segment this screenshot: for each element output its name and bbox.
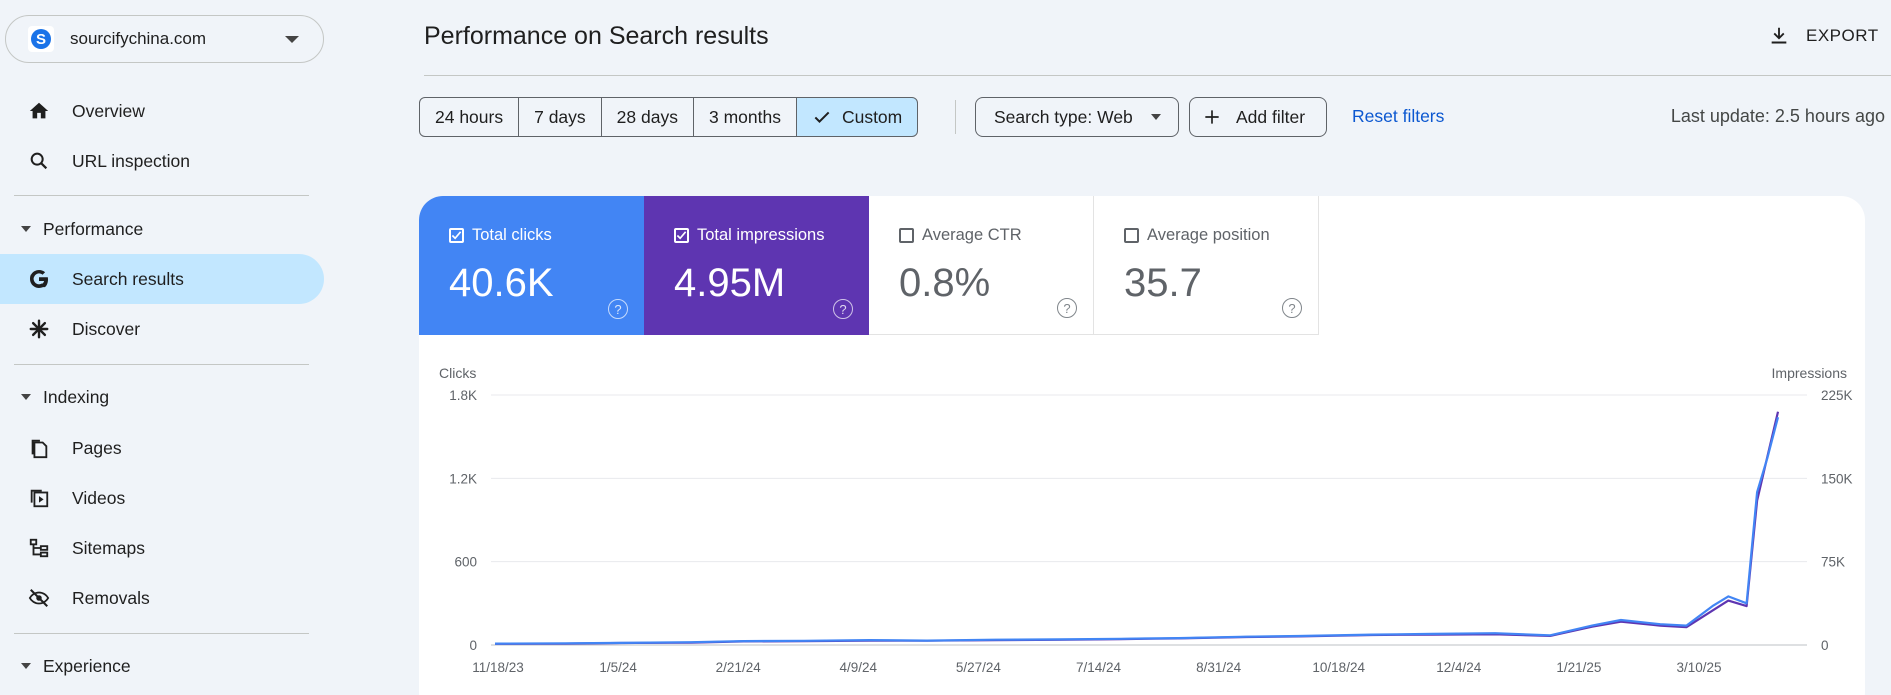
sidebar-section-experience[interactable]: Experience (0, 644, 324, 688)
x-tick-label: 10/18/24 (1312, 660, 1365, 675)
checkbox-checked-icon[interactable] (449, 228, 464, 243)
property-selector[interactable]: S sourcifychina.com (5, 15, 324, 63)
filter-separator (955, 100, 956, 134)
sidebar-divider (14, 364, 309, 365)
metric-value: 4.95M (674, 261, 786, 305)
asterisk-icon (27, 317, 51, 341)
sidebar-item-url-inspection[interactable]: URL inspection (0, 136, 324, 186)
date-range-3-months[interactable]: 3 months (692, 97, 797, 137)
download-icon (1771, 27, 1787, 44)
metric-value: 35.7 (1124, 261, 1202, 305)
last-update-text: Last update: 2.5 hours ago (1670, 106, 1885, 126)
plus-icon (1205, 110, 1219, 124)
date-range-selector: 24 hours 7 days 28 days 3 months Custom (419, 97, 919, 137)
metric-value: 40.6K (449, 261, 554, 305)
dropdown-arrow-icon (1150, 114, 1161, 120)
add-filter-button[interactable]: Add filter (1189, 97, 1327, 137)
date-range-24-hours[interactable]: 24 hours (419, 97, 520, 137)
x-tick-label: 8/31/24 (1196, 660, 1242, 675)
export-label: EXPORT (1806, 26, 1879, 45)
page-title: Performance on Search results (424, 22, 769, 50)
left-axis-ticks: 0 600 1.2K 1.8K (449, 388, 477, 653)
header-divider (424, 75, 1891, 76)
checkmark-icon (814, 111, 830, 123)
x-axis-ticks: 11/18/23 1/5/24 2/21/24 4/9/24 5/27/24 7/14/2… (472, 660, 1721, 675)
left-tick-label: 1.2K (449, 471, 477, 486)
reset-filters-link[interactable]: Reset filters (1352, 106, 1445, 126)
x-tick-label: 12/4/24 (1436, 660, 1482, 675)
collapse-arrow-icon (21, 226, 31, 232)
chart-lines (494, 411, 1780, 645)
performance-chart: Clicks Impressions 0 600 1.2K 1.8K 0 75K 150K… (439, 365, 1853, 675)
property-name: sourcifychina.com (70, 29, 207, 48)
sidebar-item-removals[interactable]: Removals (0, 573, 324, 623)
collapse-arrow-icon (21, 663, 31, 669)
x-tick-label: 2/21/24 (716, 660, 762, 675)
help-icon[interactable]: ? (833, 299, 853, 319)
sidebar-item-sitemaps[interactable]: Sitemaps (0, 523, 324, 573)
sidebar-item-search-results[interactable]: Search results (0, 254, 324, 304)
date-range-28-days[interactable]: 28 days (600, 97, 694, 137)
left-tick-label: 0 (469, 638, 477, 653)
search-type-dropdown[interactable]: Search type: Web (975, 97, 1179, 137)
performance-card: Total clicks 40.6K ? Total impressions 4… (419, 196, 1865, 695)
x-tick-label: 3/10/25 (1676, 660, 1721, 675)
right-tick-label: 75K (1821, 555, 1845, 570)
sidebar: S sourcifychina.com Overview URL inspect… (0, 0, 330, 695)
metric-average-ctr[interactable]: Average CTR 0.8% ? (869, 196, 1094, 335)
chart-grid (491, 394, 1807, 646)
chevron-down-icon (285, 35, 299, 43)
export-button[interactable]: EXPORT (1768, 24, 1879, 48)
right-tick-label: 150K (1821, 471, 1853, 486)
series-line-clicks (494, 416, 1780, 645)
sitemap-icon (27, 536, 51, 560)
sidebar-item-pages[interactable]: Pages (0, 423, 324, 473)
search-icon (27, 149, 51, 173)
series-line-impressions (494, 411, 1780, 645)
sidebar-divider (14, 633, 309, 634)
right-axis-title: Impressions (1772, 365, 1847, 381)
sidebar-item-overview[interactable]: Overview (0, 86, 324, 136)
left-axis-title: Clicks (439, 365, 476, 381)
date-range-7-days[interactable]: 7 days (518, 97, 602, 137)
visibility-off-icon (27, 586, 51, 610)
right-tick-label: 225K (1821, 388, 1853, 403)
x-tick-label: 1/21/25 (1556, 660, 1601, 675)
sidebar-divider (14, 195, 309, 196)
sidebar-item-videos[interactable]: Videos (0, 473, 324, 523)
home-icon (27, 99, 51, 123)
metric-total-impressions[interactable]: Total impressions 4.95M ? (644, 196, 869, 335)
help-icon[interactable]: ? (608, 299, 628, 319)
site-favicon-icon: S (28, 26, 54, 52)
sidebar-section-indexing[interactable]: Indexing (0, 375, 324, 419)
left-tick-label: 600 (454, 555, 477, 570)
pages-icon (27, 436, 51, 460)
help-icon[interactable]: ? (1057, 298, 1077, 318)
collapse-arrow-icon (21, 394, 31, 400)
date-range-custom[interactable]: Custom (795, 97, 919, 137)
metric-average-position[interactable]: Average position 35.7 ? (1094, 196, 1319, 335)
right-tick-label: 0 (1821, 638, 1829, 653)
video-icon (27, 486, 51, 510)
checkbox-checked-icon[interactable] (674, 228, 689, 243)
checkbox-unchecked-icon[interactable] (899, 228, 914, 243)
checkbox-unchecked-icon[interactable] (1124, 228, 1139, 243)
left-tick-label: 1.8K (449, 388, 477, 403)
google-g-icon (27, 267, 51, 291)
x-tick-label: 11/18/23 (472, 660, 524, 675)
metric-value: 0.8% (899, 261, 991, 305)
x-tick-label: 7/14/24 (1076, 660, 1122, 675)
help-icon[interactable]: ? (1282, 298, 1302, 318)
x-tick-label: 1/5/24 (599, 660, 637, 675)
right-axis-ticks: 0 75K 150K 225K (1821, 388, 1853, 653)
x-tick-label: 5/27/24 (956, 660, 1002, 675)
x-tick-label: 4/9/24 (840, 660, 878, 675)
sidebar-item-discover[interactable]: Discover (0, 304, 324, 354)
metric-total-clicks[interactable]: Total clicks 40.6K ? (419, 196, 644, 335)
sidebar-section-performance[interactable]: Performance (0, 207, 324, 251)
